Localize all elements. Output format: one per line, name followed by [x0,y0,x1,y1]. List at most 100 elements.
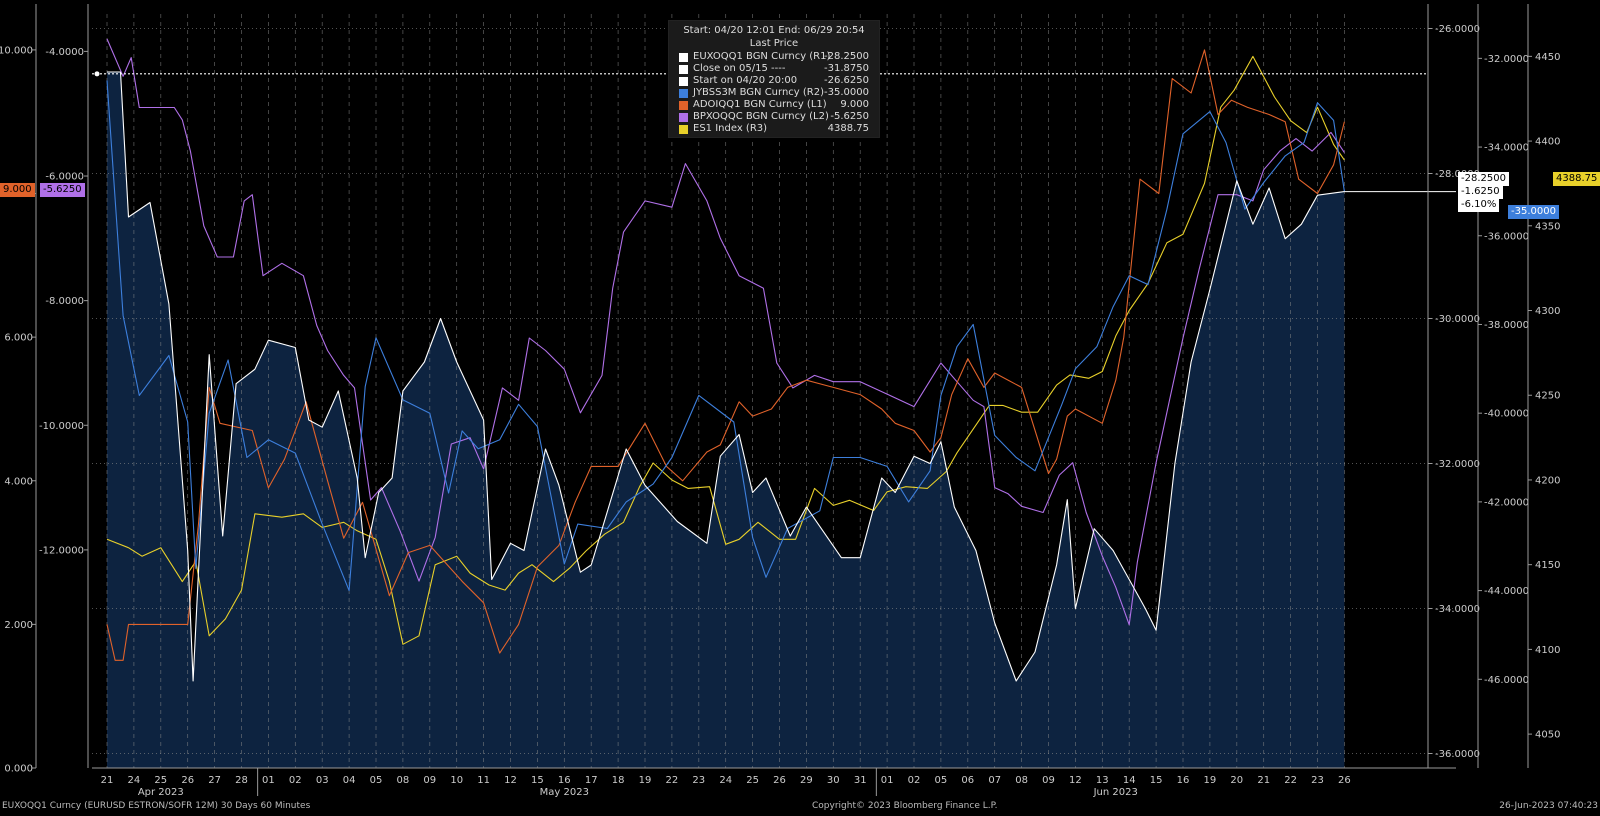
legend-item-start[interactable]: Start on 04/20 20:00 -26.6250 [679,75,875,87]
x-day-label: 18 [612,775,625,786]
x-day-label: 02 [289,775,302,786]
r1-tick-label: -34.0000 [1435,604,1480,615]
r1-tick-label: -32.0000 [1435,459,1480,470]
legend-item-es[interactable]: ES1 Index (R3) 4388.75 [679,123,875,135]
x-day-label: 22 [666,775,679,786]
r2-tick-label: -32.0000 [1484,54,1529,65]
x-day-label: 12 [1069,775,1082,786]
x-day-label: 09 [423,775,436,786]
bpx-last-value-tag: -5.6250 [40,183,85,197]
x-day-label: 13 [1096,775,1109,786]
x-day-label: 31 [854,775,867,786]
r3-tick-label: 4200 [1535,475,1560,486]
x-day-label: 09 [1042,775,1055,786]
r3-tick-label: 4450 [1535,52,1560,63]
eux-area-layer [107,72,1345,768]
x-month-label: May 2023 [540,787,589,798]
legend-swatch [679,101,688,110]
l2-tick-label: -8.0000 [45,296,84,307]
r2-tick-label: -34.0000 [1484,143,1529,154]
x-day-label: 25 [746,775,759,786]
l1-tick-label: 4.000 [4,476,33,487]
l1-tick-label: 6.000 [4,333,33,344]
x-day-label: 01 [881,775,894,786]
x-day-label: 23 [692,775,705,786]
x-day-label: 30 [827,775,840,786]
x-day-label: 24 [719,775,732,786]
legend-panel: Start: 04/20 12:01 End: 06/29 20:54 Last… [668,20,880,138]
x-day-label: 08 [397,775,410,786]
x-day-label: 10 [450,775,463,786]
x-month-label: Jun 2023 [1093,787,1138,798]
x-day-label: 23 [1311,775,1324,786]
legend-item-close[interactable]: Close on 05/15 ---- -31.8750 [679,63,875,75]
legend-swatch [679,125,688,134]
es-last-value-tag: 4388.75 [1553,172,1600,186]
legend-item-ado[interactable]: ADOIQQ1 BGN Curncy (L1) 9.000 [679,99,875,111]
legend-item-value: -35.0000 [824,87,869,98]
x-day-label: 21 [1257,775,1270,786]
legend-range-line: Start: 04/20 12:01 End: 06/29 20:54 [683,25,865,36]
l2-tick-label: -6.0000 [45,172,84,183]
footer-security-description: EUXOQQ1 Curncy (EURUSD ESTRON/SOFR 12M) … [2,801,311,811]
l2-tick-label: -10.0000 [39,421,84,432]
legend-item-eux[interactable]: EUXOQQ1 BGN Curncy (R1) -28.2500 [679,51,875,63]
r3-tick-label: 4150 [1535,560,1560,571]
x-day-label: 16 [558,775,571,786]
jyb-line [106,80,1345,592]
eux-last-value-tag: -28.2500 [1458,172,1509,186]
legend-swatch [679,113,688,122]
legend-swatch [679,77,688,86]
legend-item-value: -5.6250 [830,111,869,122]
jyb-last-value-tag: -35.0000 [1508,205,1559,219]
legend-swatch [679,89,688,98]
x-day-label: 06 [961,775,974,786]
x-day-label: 15 [1150,775,1163,786]
x-day-label: 25 [154,775,167,786]
r3-tick-label: 4300 [1535,306,1560,317]
x-day-label: 17 [585,775,598,786]
series-lines [106,38,1345,682]
r3-tick-label: 4100 [1535,645,1560,656]
x-day-label: 02 [908,775,921,786]
eux-pct-change-tag: -6.10% [1458,198,1500,212]
x-day-label: 11 [477,775,490,786]
eux-line [107,71,1345,682]
legend-item-value: 4388.75 [827,123,869,134]
r3-tick-label: 4350 [1535,221,1560,232]
r2-tick-label: -44.0000 [1484,586,1529,597]
x-axis-labels: 21 24 25 26 27 28 01 02 03 04 05 08 09 10 11 12 15 16 17 18… [101,768,1351,798]
legend-item-name: EUXOQQ1 BGN Curncy (R1) [693,51,831,62]
legend-item-jyb[interactable]: JYBSS3M BGN Curncy (R2) -35.0000 [679,87,875,99]
x-day-label: 05 [370,775,383,786]
x-day-label: 04 [343,775,356,786]
x-day-label: 19 [639,775,652,786]
r2-tick-label: -46.0000 [1484,675,1529,686]
legend-item-value: -28.2500 [824,51,869,62]
x-day-label: 05 [935,775,948,786]
legend-swatch [679,53,688,62]
start-marker [94,71,100,77]
x-day-label: 21 [101,775,114,786]
legend-item-value: -31.8750 [824,63,869,74]
r3-tick-label: 4050 [1535,730,1560,741]
footer-copyright: Copyright© 2023 Bloomberg Finance L.P. [812,801,998,811]
footer-timestamp: 26-Jun-2023 07:40:23 [1499,801,1598,811]
x-day-label: 26 [1338,775,1351,786]
legend-item-value: -26.6250 [824,75,869,86]
legend-item-name: ES1 Index (R3) [693,123,768,134]
eux-change-tag: -1.6250 [1458,185,1503,199]
x-day-label: 24 [128,775,141,786]
vertical-grid [106,14,1345,768]
r1-tick-label: -26.0000 [1435,24,1480,35]
x-day-label: 12 [504,775,517,786]
legend-swatch [679,65,688,74]
legend-item-name: JYBSS3M BGN Curncy (R2) [693,87,825,98]
x-month-label: Apr 2023 [138,787,184,798]
legend-item-bpx[interactable]: BPXOQQC BGN Curncy (L2) -5.6250 [679,111,875,123]
r1-tick-label: -28.0000 [1435,169,1480,180]
r3-tick-label: 4250 [1535,391,1560,402]
legend-item-name: BPXOQQC BGN Curncy (L2) [693,111,829,122]
l1-tick-label: 10.000 [0,45,33,56]
